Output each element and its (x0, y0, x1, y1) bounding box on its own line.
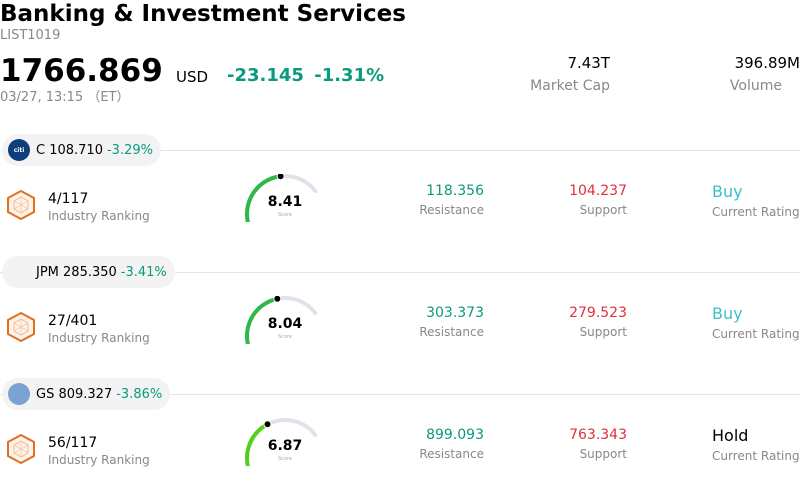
gauge-indicator (273, 296, 282, 303)
support-value: 279.523 (569, 305, 627, 321)
stock-price: 108.710 (49, 142, 103, 158)
current-rating-label: Current Rating (712, 205, 800, 219)
stock-chip[interactable]: citi C 108.710 -3.29% (2, 134, 161, 166)
score-value: 6.87 (267, 438, 303, 454)
industry-rank: 27/401 (48, 313, 98, 329)
ticker-price: JPM 285.350 (36, 265, 117, 280)
score-gauge (245, 174, 318, 222)
resistance-value: 303.373 (426, 305, 484, 321)
score-label: Score (277, 334, 292, 340)
gauge-fill (245, 296, 280, 344)
ticker: GS (36, 386, 55, 402)
change-percent: -1.31% (314, 65, 385, 86)
resistance-value: 899.093 (426, 427, 484, 443)
score-gauge (245, 296, 318, 344)
stock-chip[interactable]: GS 809.327 -3.86% (2, 378, 171, 410)
industry-rank-icon (7, 189, 35, 221)
row-divider (0, 394, 800, 395)
score-label: Score (277, 212, 292, 218)
stock-change-percent: -3.86% (116, 386, 163, 402)
ticker: C (36, 142, 46, 158)
jpmorgan-logo-icon (8, 261, 30, 283)
current-rating-label: Current Rating (712, 449, 800, 463)
list-code: LIST1019 (0, 28, 61, 43)
gauge-indicator (276, 174, 285, 181)
score-label: Score (277, 456, 292, 462)
resistance-value: 118.356 (426, 183, 484, 199)
stock-price: 809.327 (58, 386, 113, 402)
ticker-price: C 108.710 (36, 143, 103, 158)
current-rating: Buy (712, 182, 743, 201)
gauge-fill (245, 422, 270, 466)
current-rating: Buy (712, 304, 743, 323)
volume-label: Volume (729, 78, 782, 94)
stock-change-percent: -3.29% (106, 142, 153, 158)
logo-text: citi (13, 146, 25, 154)
industry-rank-icon (7, 433, 35, 465)
resistance-label: Resistance (419, 203, 484, 217)
timestamp: 03/27, 13:15 （ET） (0, 90, 130, 105)
stock-price: 285.350 (63, 264, 117, 280)
ticker: JPM (36, 264, 59, 280)
industry-rank-icon (7, 311, 35, 343)
goldman-sachs-logo-icon (8, 383, 30, 405)
index-price: 1766.869 (0, 53, 163, 89)
industry-rank-label: Industry Ranking (48, 453, 150, 467)
stock-chip[interactable]: JPM 285.350 -3.41% (2, 256, 175, 288)
support-value: 104.237 (569, 183, 627, 199)
industry-rank: 4/117 (48, 191, 89, 207)
current-rating-label: Current Rating (712, 327, 800, 341)
support-label: Support (579, 203, 627, 217)
support-value: 763.343 (569, 427, 627, 443)
volume-value: 396.89M (734, 54, 800, 72)
page-title: Banking & Investment Services (0, 1, 406, 27)
row-divider (0, 272, 800, 273)
support-label: Support (579, 447, 627, 461)
citi-logo-icon: citi (8, 139, 30, 161)
stock-change-percent: -3.41% (120, 264, 167, 280)
score-value: 8.41 (267, 194, 303, 210)
row-divider (0, 150, 800, 151)
market-cap-label: Market Cap (530, 78, 610, 94)
support-label: Support (579, 325, 627, 339)
resistance-label: Resistance (419, 447, 484, 461)
score-gauge (245, 418, 318, 466)
industry-rank-label: Industry Ranking (48, 331, 150, 345)
currency-label: USD (176, 68, 209, 86)
gauge-indicator (263, 420, 272, 429)
industry-rank: 56/117 (48, 435, 98, 451)
index-change: -23.145 -1.31% (227, 65, 384, 87)
change-value: -23.145 (227, 65, 304, 86)
market-cap-value: 7.43T (567, 54, 610, 72)
ticker-price: GS 809.327 (36, 387, 112, 402)
resistance-label: Resistance (419, 325, 484, 339)
industry-rank-label: Industry Ranking (48, 209, 150, 223)
gauge-fill (245, 174, 283, 222)
current-rating: Hold (712, 426, 749, 445)
score-value: 8.04 (267, 316, 303, 332)
